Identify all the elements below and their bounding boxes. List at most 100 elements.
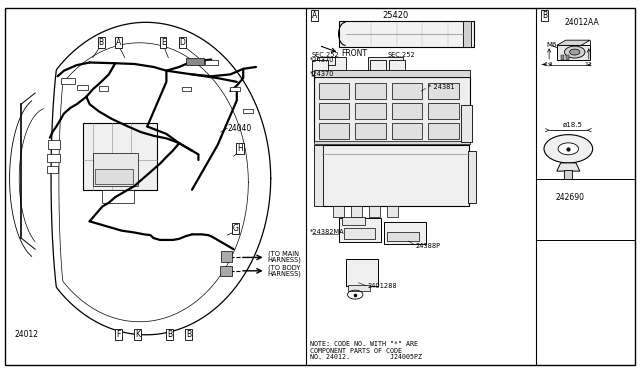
Text: COMPONENT PARTS OF CODE: COMPONENT PARTS OF CODE	[310, 348, 402, 354]
Circle shape	[544, 135, 593, 163]
Bar	[392, 83, 422, 99]
Bar	[186, 58, 204, 65]
Bar	[314, 70, 470, 77]
Text: HARNESS): HARNESS)	[268, 270, 301, 277]
Bar	[220, 266, 232, 276]
Text: SEC.252: SEC.252	[312, 52, 339, 58]
Bar	[61, 78, 75, 84]
Bar	[221, 251, 232, 262]
Bar	[230, 87, 240, 91]
Text: B: B	[99, 38, 104, 47]
Bar	[370, 60, 386, 74]
Bar	[99, 86, 108, 91]
Bar	[314, 141, 470, 144]
Text: NO. 24012.          J24005PZ: NO. 24012. J24005PZ	[310, 354, 422, 360]
Bar	[428, 83, 459, 99]
Bar	[83, 123, 157, 190]
Text: B: B	[542, 11, 547, 20]
Bar	[243, 109, 253, 113]
Polygon shape	[557, 163, 580, 171]
Text: 242690: 242690	[556, 193, 584, 202]
Bar	[566, 55, 569, 60]
Bar	[348, 285, 370, 291]
Bar	[389, 60, 405, 74]
Text: B: B	[167, 330, 172, 339]
Bar	[342, 217, 365, 225]
Bar	[314, 145, 323, 206]
Text: 24388P: 24388P	[416, 243, 441, 249]
Bar	[47, 154, 60, 162]
Bar	[312, 60, 328, 75]
Text: NOTE: CODE NO. WITH "*" ARE: NOTE: CODE NO. WITH "*" ARE	[310, 341, 418, 347]
Bar	[369, 206, 380, 217]
Bar	[428, 123, 459, 139]
Bar	[47, 166, 58, 173]
Bar	[95, 169, 133, 184]
Bar	[339, 21, 474, 46]
Text: 25420: 25420	[383, 11, 409, 20]
Text: HARNESS): HARNESS)	[268, 256, 301, 263]
Text: K: K	[135, 330, 140, 339]
Text: 24012AA: 24012AA	[564, 18, 599, 27]
Bar	[319, 83, 349, 99]
Bar	[322, 145, 469, 206]
Polygon shape	[557, 40, 590, 45]
Bar	[351, 206, 362, 217]
Bar	[461, 105, 472, 142]
Text: SEC.252: SEC.252	[387, 52, 415, 58]
Bar	[557, 45, 590, 60]
Text: A: A	[312, 11, 317, 20]
Bar	[323, 57, 346, 71]
Bar	[48, 140, 60, 149]
Text: *24370: *24370	[310, 71, 334, 77]
Bar	[355, 83, 386, 99]
Bar	[368, 57, 403, 71]
Circle shape	[570, 49, 580, 55]
Circle shape	[558, 143, 579, 155]
Bar	[314, 77, 470, 142]
Text: FRONT: FRONT	[341, 49, 367, 58]
Bar	[392, 103, 422, 119]
Bar	[384, 222, 426, 244]
Bar	[182, 87, 191, 91]
Text: (TO BODY: (TO BODY	[268, 264, 300, 271]
Bar	[333, 206, 344, 217]
Bar	[317, 57, 335, 65]
Text: 2401288: 2401288	[368, 283, 397, 289]
Bar	[428, 103, 459, 119]
Bar	[564, 170, 572, 179]
Bar	[387, 232, 419, 241]
Text: 24040: 24040	[227, 124, 252, 133]
Bar	[344, 228, 375, 239]
Circle shape	[564, 46, 585, 58]
Text: *24382MA: *24382MA	[310, 230, 344, 235]
Bar	[355, 103, 386, 119]
Bar	[102, 190, 134, 203]
Text: G: G	[232, 224, 239, 233]
Text: F: F	[116, 330, 120, 339]
Text: * 24381: * 24381	[428, 84, 454, 90]
Bar	[346, 259, 378, 286]
Bar	[205, 60, 218, 65]
Bar	[319, 103, 349, 119]
Text: ◄13: ◄13	[541, 62, 554, 67]
Bar	[319, 123, 349, 139]
Text: B: B	[186, 330, 191, 339]
Text: (TO MAIN: (TO MAIN	[268, 250, 298, 257]
Bar	[355, 123, 386, 139]
Bar	[392, 123, 422, 139]
Text: A: A	[116, 38, 121, 47]
Bar	[561, 55, 564, 60]
Bar	[77, 85, 88, 90]
Text: H: H	[237, 144, 243, 153]
Bar	[463, 21, 471, 46]
Bar	[93, 153, 138, 186]
Text: 12: 12	[584, 62, 592, 67]
Bar	[339, 218, 381, 242]
Text: *24370: *24370	[310, 57, 334, 62]
Text: E: E	[161, 38, 166, 47]
Bar	[387, 206, 398, 217]
Text: 24012: 24012	[14, 330, 38, 339]
Text: M6: M6	[547, 42, 557, 48]
Bar	[468, 151, 476, 203]
